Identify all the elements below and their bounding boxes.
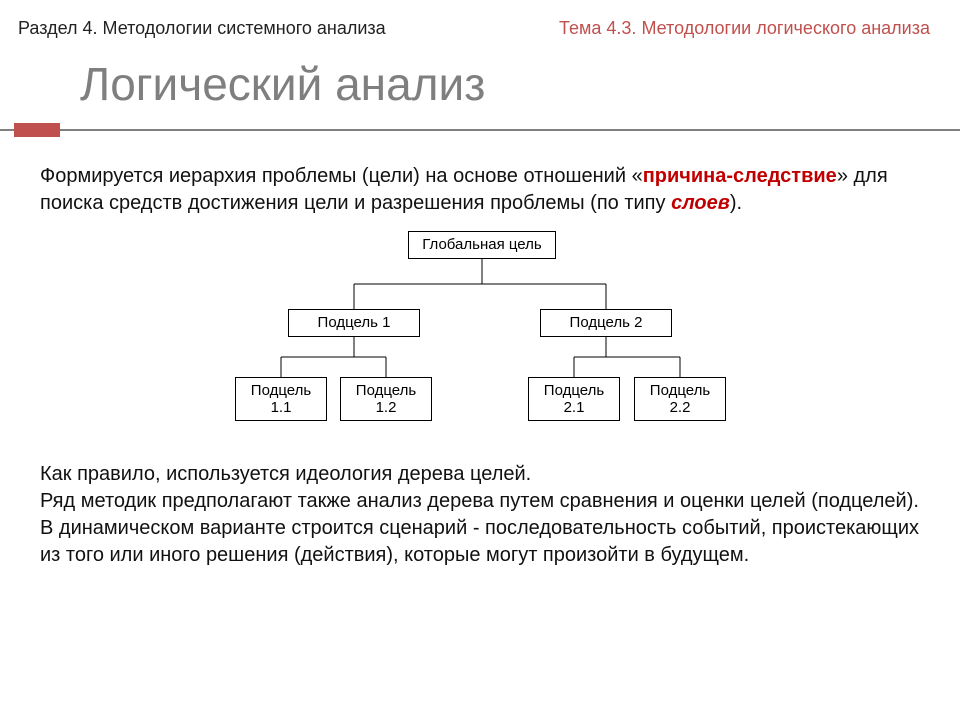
lower-p1: Как правило, используется идеология дере… bbox=[40, 461, 920, 488]
lower-p3: В динамическом варианте строится сценари… bbox=[40, 515, 920, 569]
tree-node-s2: Подцель 2 bbox=[540, 309, 672, 337]
tree-node-s11: Подцель 1.1 bbox=[235, 377, 327, 421]
tree-node-root: Глобальная цель bbox=[408, 231, 556, 259]
tree-node-s22: Подцель 2.2 bbox=[634, 377, 726, 421]
goal-tree-diagram: Глобальная цель Подцель 1 Подцель 2 Подцель… bbox=[180, 231, 780, 441]
intro-text-3: ). bbox=[730, 192, 742, 214]
lower-p2: Ряд методик предполагают также анализ де… bbox=[40, 488, 920, 515]
divider-line bbox=[0, 129, 960, 131]
tree-node-s1: Подцель 1 bbox=[288, 309, 420, 337]
section-label: Раздел 4. Методологии системного анализа bbox=[18, 18, 386, 39]
slide-title: Логический анализ bbox=[0, 39, 960, 121]
intro-text-1: Формируется иерархия проблемы (цели) на … bbox=[40, 165, 643, 187]
divider-accent bbox=[14, 123, 60, 137]
emphasis-layers: слоев bbox=[671, 192, 730, 214]
topic-label: Тема 4.3. Методологии логического анализ… bbox=[559, 18, 930, 39]
lower-paragraphs: Как правило, используется идеология дере… bbox=[0, 451, 960, 569]
divider bbox=[0, 121, 960, 143]
tree-node-s12: Подцель 1.2 bbox=[340, 377, 432, 421]
slide-header: Раздел 4. Методологии системного анализа… bbox=[0, 0, 960, 39]
emphasis-cause-effect: причина-следствие bbox=[643, 165, 837, 187]
tree-node-s21: Подцель 2.1 bbox=[528, 377, 620, 421]
intro-paragraph: Формируется иерархия проблемы (цели) на … bbox=[0, 143, 960, 217]
